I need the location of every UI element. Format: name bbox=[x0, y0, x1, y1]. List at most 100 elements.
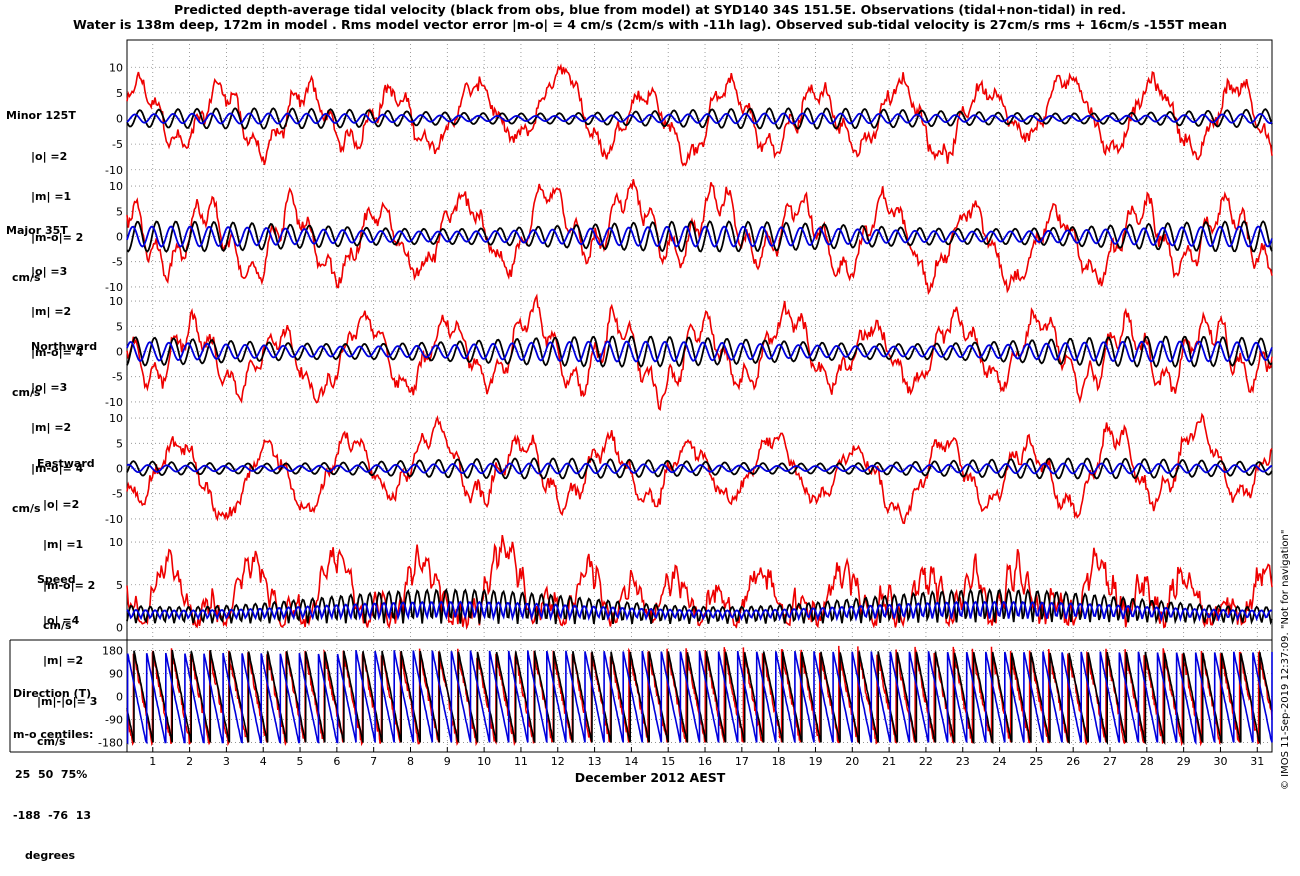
y-tick-label: 0 bbox=[116, 621, 123, 634]
label-line: |o| =2 bbox=[31, 149, 68, 163]
y-tick-label: -5 bbox=[112, 138, 123, 151]
x-tick-label: 23 bbox=[956, 755, 970, 768]
label-line: |m| =2 bbox=[31, 421, 72, 434]
y-tick-label: 0 bbox=[116, 113, 123, 126]
x-tick-label: 8 bbox=[407, 755, 414, 768]
label-line: cm/s bbox=[12, 502, 41, 515]
panel-label-northward: Northward |o| =3 |m| =2 |m-o|= 4 cm/s bbox=[6, 313, 97, 529]
panel-label-speed: Speed |o| =4 |m| =2 |m|-|o|= 3 cm/s bbox=[6, 546, 97, 762]
series-obs-tidal-major bbox=[126, 220, 1273, 253]
label-line: m-o centiles: bbox=[13, 727, 94, 741]
chart-title-line2: Water is 138m deep, 172m in model . Rms … bbox=[73, 17, 1227, 32]
label-line: cm/s bbox=[12, 271, 41, 284]
x-tick-label: 12 bbox=[551, 755, 565, 768]
x-tick-label: 2 bbox=[186, 755, 193, 768]
label-line: |m| =2 bbox=[43, 654, 84, 667]
x-tick-label: 15 bbox=[661, 755, 675, 768]
y-tick-label: 10 bbox=[109, 61, 123, 74]
label-line: |m-o|= 4 bbox=[31, 461, 84, 475]
chart-title-line1: Predicted depth-average tidal velocity (… bbox=[174, 2, 1126, 17]
label-line: cm/s bbox=[12, 386, 41, 399]
label-line: Eastward bbox=[37, 457, 95, 470]
x-tick-label: 9 bbox=[444, 755, 451, 768]
x-tick-label: 6 bbox=[333, 755, 340, 768]
y-tick-label: -10 bbox=[105, 281, 123, 294]
y-tick-label: 10 bbox=[109, 295, 123, 308]
y-tick-label: -10 bbox=[105, 396, 123, 409]
y-tick-label: 5 bbox=[116, 320, 123, 333]
label-line: Minor 125T bbox=[6, 109, 76, 122]
label-line: Speed bbox=[37, 573, 76, 586]
y-tick-label: -10 bbox=[105, 513, 123, 526]
x-tick-label: 28 bbox=[1140, 755, 1154, 768]
y-tick-label: 5 bbox=[116, 87, 123, 100]
x-tick-label: 25 bbox=[1029, 755, 1043, 768]
y-tick-label: 0 bbox=[116, 463, 123, 476]
panel-label-minor: Minor 125T |o| =2 |m| =1 |m-o|= 2 cm/s bbox=[6, 82, 83, 298]
y-tick-label: 0 bbox=[116, 691, 123, 704]
x-tick-label: 16 bbox=[698, 755, 712, 768]
panel-label-eastward: Eastward |o| =2 |m| =1 |m-o|= 2 cm/s bbox=[6, 430, 95, 646]
x-tick-label: 5 bbox=[297, 755, 304, 768]
x-tick-label: 22 bbox=[919, 755, 933, 768]
x-tick-label: 19 bbox=[808, 755, 822, 768]
label-line: |m| =1 bbox=[31, 190, 72, 203]
label-line: degrees bbox=[25, 849, 76, 862]
x-tick-label: 31 bbox=[1250, 755, 1264, 768]
label-line: |m-o|= 2 bbox=[43, 578, 96, 592]
x-tick-label: 11 bbox=[514, 755, 528, 768]
x-tick-label: 4 bbox=[260, 755, 267, 768]
y-tick-label: 0 bbox=[116, 346, 123, 359]
label-line: |m-o|= 2 bbox=[31, 230, 84, 244]
y-tick-label: -90 bbox=[105, 713, 123, 726]
x-tick-label: 7 bbox=[370, 755, 377, 768]
x-tick-label: 14 bbox=[624, 755, 638, 768]
label-line: |m-o|= 4 bbox=[31, 345, 84, 359]
label-line: Direction (T) bbox=[13, 687, 92, 700]
series-model-tidal-minor bbox=[126, 112, 1273, 125]
label-line: |o| =3 bbox=[31, 380, 68, 394]
series-observed-minor bbox=[126, 63, 1273, 167]
y-tick-label: 180 bbox=[102, 645, 123, 658]
x-tick-label: 10 bbox=[477, 755, 491, 768]
series-observed-eastward bbox=[126, 412, 1273, 525]
y-tick-label: -10 bbox=[105, 164, 123, 177]
x-tick-label: 30 bbox=[1213, 755, 1227, 768]
series-model-tidal-northward bbox=[126, 340, 1273, 363]
y-tick-label: 5 bbox=[116, 579, 123, 592]
y-tick-label: 0 bbox=[116, 231, 123, 244]
x-tick-label: 21 bbox=[882, 755, 896, 768]
label-line: cm/s bbox=[43, 619, 72, 632]
label-line: 25 50 75% bbox=[15, 768, 88, 781]
series-observed-northward bbox=[126, 293, 1273, 411]
label-line: -188 -76 13 bbox=[13, 808, 92, 822]
tidal-velocity-chart: 1 2 3 4 5 6 7 8 9 10 11 12 13 14 15 16 17 18 19 20 21 22 23 24 2… bbox=[9, 39, 1273, 768]
label-line: cm/s bbox=[37, 735, 66, 748]
panel-label-major: Major 35T |o| =3 |m| =2 |m-o|= 4 cm/s bbox=[6, 197, 83, 413]
x-tick-label: 20 bbox=[845, 755, 859, 768]
panel-label-direction: Direction (T) m-o centiles: 25 50 75% -1… bbox=[6, 660, 93, 876]
label-line: |m| =1 bbox=[43, 538, 84, 551]
y-tick-label: 90 bbox=[109, 668, 123, 681]
label-line: Major 35T bbox=[6, 224, 68, 237]
label-line: |o| =2 bbox=[43, 497, 80, 511]
x-tick-label: 1 bbox=[149, 755, 156, 768]
label-line: |m| =2 bbox=[31, 305, 72, 318]
y-tick-label: 5 bbox=[116, 205, 123, 218]
y-tick-label: -180 bbox=[98, 736, 123, 749]
x-tick-label: 3 bbox=[223, 755, 230, 768]
y-tick-label: -5 bbox=[112, 256, 123, 269]
label-line: |o| =4 bbox=[43, 613, 80, 627]
x-tick-label: 17 bbox=[735, 755, 749, 768]
y-tick-label: 10 bbox=[109, 412, 123, 425]
series-obs-tidal-eastward bbox=[126, 457, 1273, 480]
series-model-tidal-major bbox=[126, 225, 1273, 248]
y-tick-label: 5 bbox=[116, 437, 123, 450]
series-model-tidal-direction bbox=[126, 650, 1273, 745]
x-tick-label: 18 bbox=[772, 755, 786, 768]
x-tick-label: 13 bbox=[588, 755, 602, 768]
label-line: |m|-|o|= 3 bbox=[37, 694, 98, 708]
x-tick-label: 27 bbox=[1103, 755, 1117, 768]
series-obs-tidal-northward bbox=[126, 335, 1273, 368]
x-tick-label: 26 bbox=[1066, 755, 1080, 768]
